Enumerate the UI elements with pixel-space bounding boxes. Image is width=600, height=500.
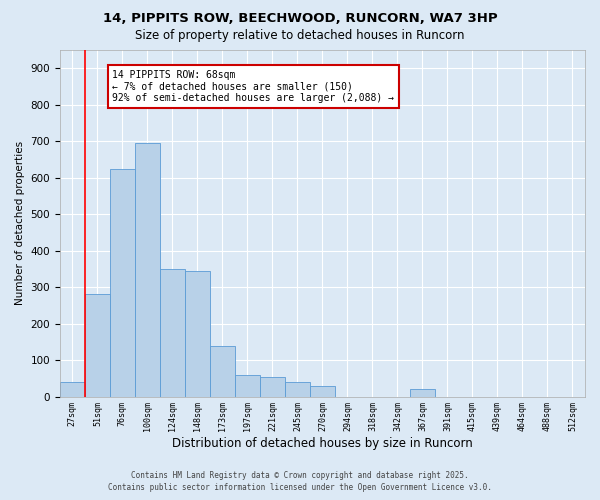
Text: 14 PIPPITS ROW: 68sqm
← 7% of detached houses are smaller (150)
92% of semi-deta: 14 PIPPITS ROW: 68sqm ← 7% of detached h… [112, 70, 394, 103]
Y-axis label: Number of detached properties: Number of detached properties [15, 141, 25, 306]
Text: Size of property relative to detached houses in Runcorn: Size of property relative to detached ho… [135, 29, 465, 42]
Bar [285, 382, 310, 396]
Bar [185, 270, 210, 396]
Bar [160, 269, 185, 396]
Bar [60, 382, 85, 396]
Text: 14, PIPPITS ROW, BEECHWOOD, RUNCORN, WA7 3HP: 14, PIPPITS ROW, BEECHWOOD, RUNCORN, WA7… [103, 12, 497, 26]
Bar [410, 390, 435, 396]
Text: Contains HM Land Registry data © Crown copyright and database right 2025.
Contai: Contains HM Land Registry data © Crown c… [108, 471, 492, 492]
Bar [235, 374, 260, 396]
Bar [310, 386, 335, 396]
Bar [260, 376, 285, 396]
X-axis label: Distribution of detached houses by size in Runcorn: Distribution of detached houses by size … [172, 437, 473, 450]
Bar [85, 294, 110, 396]
Bar [135, 143, 160, 397]
Bar [210, 346, 235, 397]
Bar [110, 168, 135, 396]
